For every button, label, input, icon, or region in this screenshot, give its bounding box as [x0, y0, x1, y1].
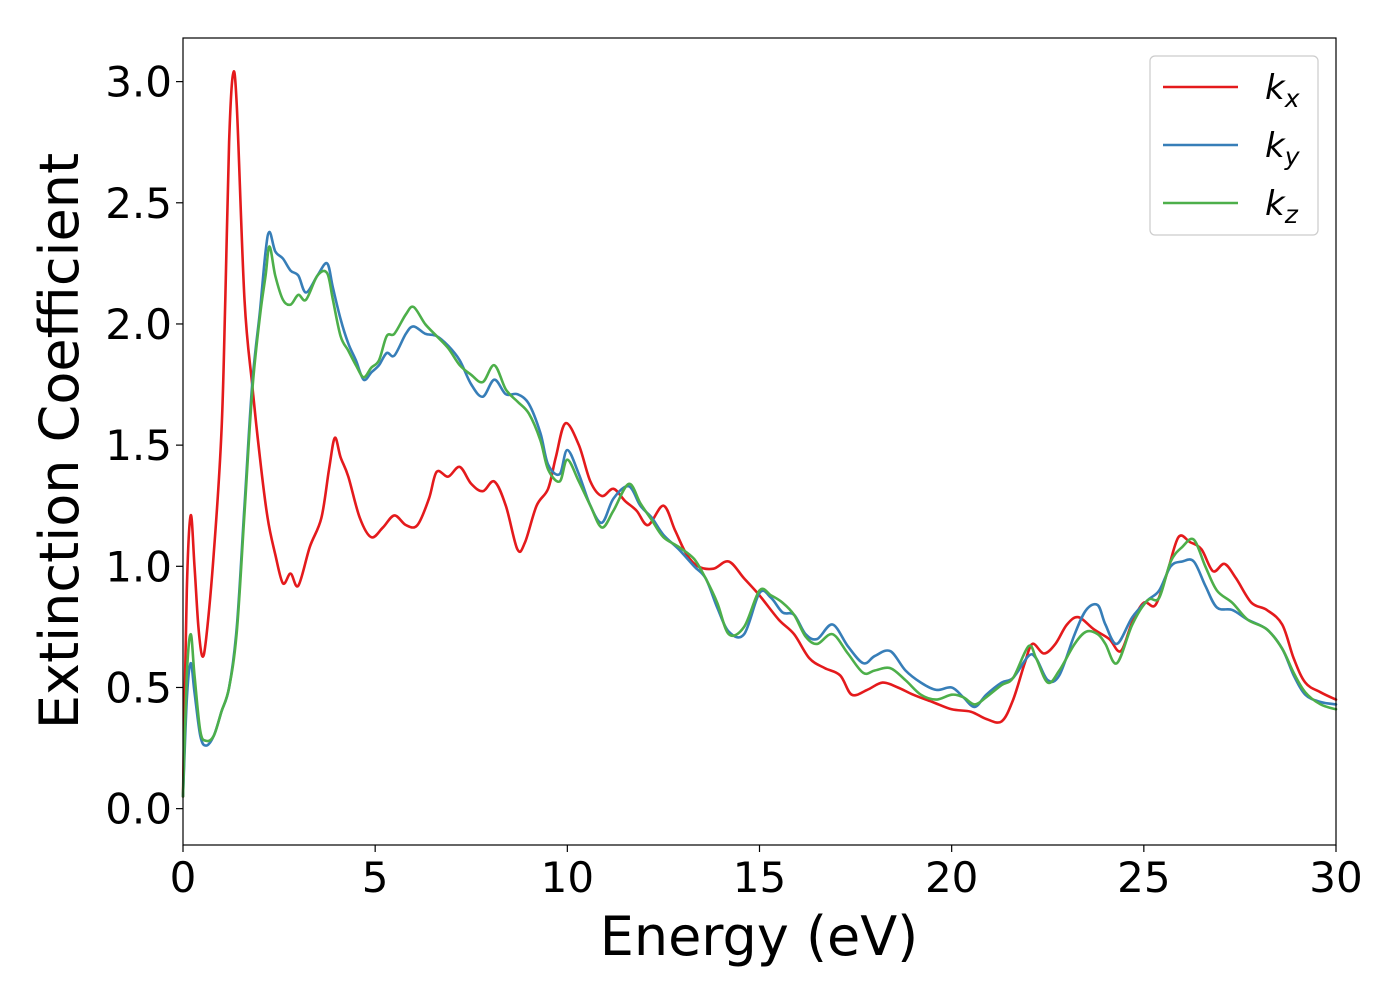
y-tick-label: 0.5: [105, 663, 172, 712]
x-axis-ticks: 0 5 10 15 20 25 30: [170, 845, 1363, 902]
x-tick-label: 25: [1117, 853, 1170, 902]
x-tick-label: 0: [170, 853, 197, 902]
x-tick-label: 30: [1309, 853, 1362, 902]
y-axis-ticks: 0.0 0.5 1.0 1.5 2.0 2.5 3.0: [105, 58, 183, 834]
x-tick-label: 5: [362, 853, 389, 902]
x-tick-label: 15: [733, 853, 786, 902]
y-tick-label: 3.0: [105, 58, 172, 107]
series-line-kx: [181, 70, 1338, 798]
y-tick-label: 1.0: [105, 542, 172, 591]
x-tick-label: 10: [541, 853, 594, 902]
y-tick-label: 2.0: [105, 300, 172, 349]
x-axis-title: Energy (eV): [600, 905, 919, 968]
series-layer: [181, 70, 1338, 798]
y-tick-label: 2.5: [105, 179, 172, 228]
y-axis-title: Extinction Coefficient: [28, 153, 91, 729]
y-tick-label: 0.0: [105, 785, 172, 834]
x-tick-label: 20: [925, 853, 978, 902]
y-tick-label: 1.5: [105, 421, 172, 470]
series-line-kz: [181, 245, 1338, 798]
